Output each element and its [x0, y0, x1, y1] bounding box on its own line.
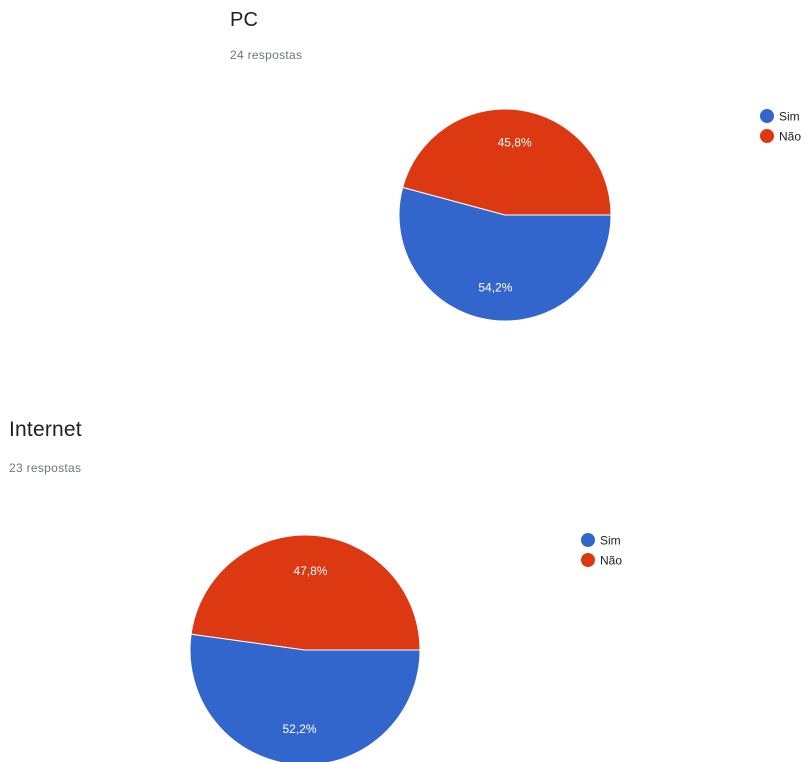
response-count-internet: 23 respostas [9, 461, 82, 475]
slice-label-pc-sim: 54,2% [478, 281, 512, 295]
pie-slice-pc-nao[interactable] [402, 108, 612, 216]
legend-label-internet-sim: Sim [600, 534, 621, 548]
slice-label-pc-nao: 45,8% [498, 135, 532, 149]
pie-slice-internet-sim[interactable] [189, 633, 421, 762]
chart-title-internet: Internet [9, 418, 82, 441]
legend-marker-pc-nao [760, 129, 774, 143]
chart-title-pc: PC [230, 9, 259, 31]
pie-slice-internet-nao[interactable] [190, 534, 421, 651]
legend-label-internet-nao: Não [600, 554, 622, 568]
response-count-pc: 24 respostas [230, 48, 303, 62]
legend-label-pc-nao: Não [779, 130, 801, 144]
legend-marker-internet-nao [581, 553, 595, 567]
legend-marker-internet-sim [581, 533, 595, 547]
legend-marker-pc-sim [760, 109, 774, 123]
slice-label-internet-sim: 52,2% [283, 722, 317, 736]
slice-label-internet-nao: 47,8% [293, 564, 327, 578]
legend-label-pc-sim: Sim [779, 110, 800, 124]
pie-slice-pc-sim[interactable] [398, 186, 612, 322]
